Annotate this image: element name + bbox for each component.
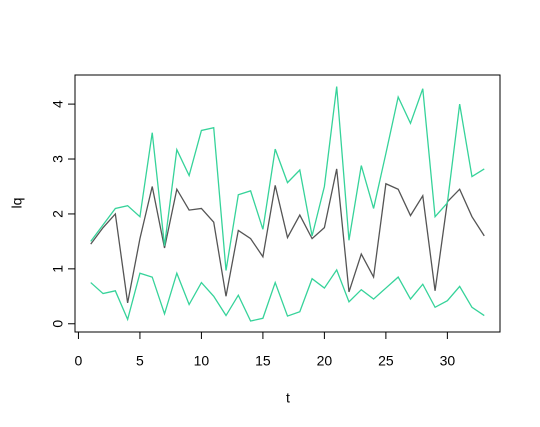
series-line [90, 86, 485, 271]
series-line [90, 268, 485, 322]
x-axis-label: t [286, 390, 290, 406]
x-tick-label: 25 [378, 353, 394, 369]
x-tick-label: 5 [136, 353, 144, 369]
series-line [90, 168, 485, 304]
x-tick-label: 15 [255, 353, 271, 369]
x-tick-label: 20 [317, 353, 333, 369]
y-tick-label: 3 [50, 155, 66, 163]
y-tick-label: 4 [50, 100, 66, 108]
y-tick-label: 0 [50, 320, 66, 328]
y-axis-label: lq [9, 198, 25, 209]
x-tick-label: 30 [440, 353, 456, 369]
x-tick-label: 10 [194, 353, 210, 369]
plot-box [74, 74, 501, 333]
x-tick-label: 0 [75, 353, 83, 369]
y-tick-label: 1 [50, 265, 66, 273]
y-tick-label: 2 [50, 210, 66, 218]
